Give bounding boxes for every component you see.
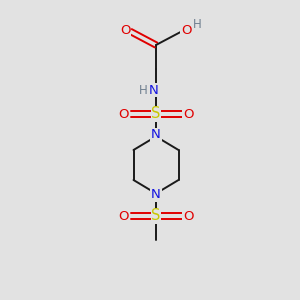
Text: O: O [183, 107, 194, 121]
Text: N: N [151, 128, 161, 142]
Text: N: N [149, 83, 159, 97]
Text: H: H [193, 18, 202, 32]
Text: S: S [151, 208, 161, 224]
Text: O: O [183, 209, 194, 223]
Text: H: H [139, 83, 148, 97]
Text: S: S [151, 106, 161, 122]
Text: N: N [151, 188, 161, 202]
Text: O: O [119, 209, 129, 223]
Text: O: O [181, 23, 191, 37]
Text: O: O [119, 107, 129, 121]
Text: O: O [120, 23, 130, 37]
